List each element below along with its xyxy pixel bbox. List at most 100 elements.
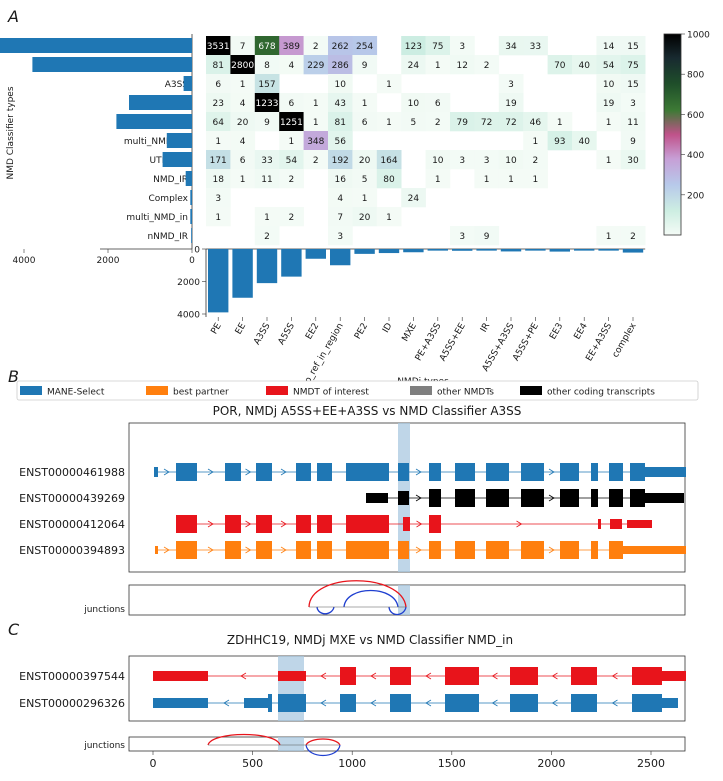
row-bar-tick-label: 0 xyxy=(189,256,195,266)
colorbar-frame xyxy=(663,33,682,236)
row-total-bar xyxy=(129,95,192,110)
row-label: multi_NMD_in xyxy=(126,213,188,223)
junction-arc xyxy=(305,738,341,746)
direction-arrow xyxy=(611,672,618,680)
heatmap-cell-value: 15 xyxy=(627,42,638,52)
heatmap-cell xyxy=(230,150,256,170)
exon xyxy=(346,463,389,481)
exon xyxy=(591,463,598,481)
column-total-bar xyxy=(403,249,424,253)
direction-arrow xyxy=(425,699,432,707)
transcript-label: ENST00000439269 xyxy=(19,492,125,505)
heatmap-cell xyxy=(401,55,426,75)
transcript-label: ENST00000296326 xyxy=(19,697,125,710)
heatmap-cell xyxy=(254,207,280,227)
heatmap-cell-value: 10 xyxy=(505,156,517,166)
heatmap-cell xyxy=(620,112,646,132)
col-bar-tick-label: 0 xyxy=(194,246,200,256)
panel-c-junction-arcs xyxy=(207,733,341,757)
heatmap-y-axis-label: NMD Classifier types xyxy=(6,86,16,179)
heatmap-cell xyxy=(425,150,451,170)
heatmap-cell xyxy=(401,112,426,132)
heatmap-cell-value: 9 xyxy=(484,232,490,242)
exon xyxy=(560,541,579,559)
row-label: A3SS xyxy=(165,80,189,90)
heatmap-cell-value: 54 xyxy=(603,61,615,71)
exon xyxy=(346,541,389,559)
heatmap-cell xyxy=(376,207,402,227)
heatmap-cell xyxy=(230,55,256,75)
heatmap-cell-value: 3 xyxy=(459,232,465,242)
direction-arrow xyxy=(245,468,252,476)
heatmap-cell-value: 2 xyxy=(630,232,636,242)
heatmap-cell xyxy=(547,55,573,75)
legend-label: other NMDTs xyxy=(437,388,494,398)
heatmap-cell xyxy=(450,112,475,132)
column-label: PE2 xyxy=(353,322,370,342)
heatmap-cell-value: 9 xyxy=(264,118,270,128)
exon xyxy=(153,698,208,708)
colorbar-tick-label: 200 xyxy=(687,191,704,201)
heatmap-cell-value: 286 xyxy=(332,61,349,71)
heatmap-cell xyxy=(206,112,231,132)
heatmap-cell xyxy=(206,55,231,75)
column-total-bar xyxy=(500,249,522,252)
heatmap-cell xyxy=(376,74,402,94)
heatmap-cell-value: 1 xyxy=(264,213,270,223)
heatmap-cell-value: 93 xyxy=(554,137,565,147)
heatmap-cell xyxy=(206,188,231,208)
heatmap-cell xyxy=(352,93,378,113)
heatmap-cell-value: 19 xyxy=(603,99,615,109)
colorbar-gradient xyxy=(664,34,681,235)
column-total-bar xyxy=(378,249,400,254)
exon xyxy=(256,541,272,559)
direction-arrow xyxy=(280,546,287,554)
heatmap-cell-value: 1 xyxy=(240,80,246,90)
heatmap-cell xyxy=(620,150,646,170)
panel-b-junctions-label: junctions xyxy=(83,605,125,615)
exon xyxy=(521,541,544,559)
heatmap-cell-value: 30 xyxy=(627,156,639,166)
heatmap-cell xyxy=(254,55,280,75)
column-total-bar xyxy=(305,249,326,259)
heatmap-cell-value: 18 xyxy=(212,175,224,185)
heatmap-cell xyxy=(596,55,622,75)
exon xyxy=(244,698,268,708)
heatmap-cell xyxy=(352,169,378,189)
heatmap-cell-value: 56 xyxy=(334,137,346,147)
junction-arc xyxy=(207,733,281,746)
direction-arrow xyxy=(425,672,432,680)
heatmap-cell-value: 6 xyxy=(240,156,246,166)
heatmap-cell xyxy=(254,74,280,94)
heatmap-cell xyxy=(279,112,304,132)
direction-arrow xyxy=(491,672,498,680)
heatmap-cell xyxy=(450,226,475,246)
heatmap-cell-value: 9 xyxy=(630,137,636,147)
heatmap-cell-value: 20 xyxy=(359,213,371,223)
column-total-bar xyxy=(598,249,619,251)
exon xyxy=(176,541,197,559)
row-bar-tick-label: 4000 xyxy=(13,256,36,266)
panel-a-letter: A xyxy=(7,7,19,26)
heatmap-cell xyxy=(596,226,622,246)
direction-arrow xyxy=(320,672,327,680)
heatmap-cell xyxy=(596,150,622,170)
column-total-bar xyxy=(622,249,644,253)
exon xyxy=(591,489,598,507)
heatmap-cell-value: 81 xyxy=(212,61,223,71)
heatmap-cell xyxy=(206,207,231,227)
exon xyxy=(455,463,475,481)
exon xyxy=(609,463,623,481)
junction-arc xyxy=(343,589,399,608)
legend-swatch xyxy=(520,386,542,395)
exon xyxy=(317,541,332,559)
column-label: A3SS xyxy=(252,321,272,346)
heatmap-cell xyxy=(596,36,622,56)
heatmap-cell-value: 4 xyxy=(289,61,295,71)
heatmap-cell-value: 4 xyxy=(240,137,246,147)
exon xyxy=(154,467,158,477)
exon xyxy=(662,671,686,681)
heatmap-cell xyxy=(498,74,524,94)
heatmap-cell-value: 12 xyxy=(456,61,467,71)
